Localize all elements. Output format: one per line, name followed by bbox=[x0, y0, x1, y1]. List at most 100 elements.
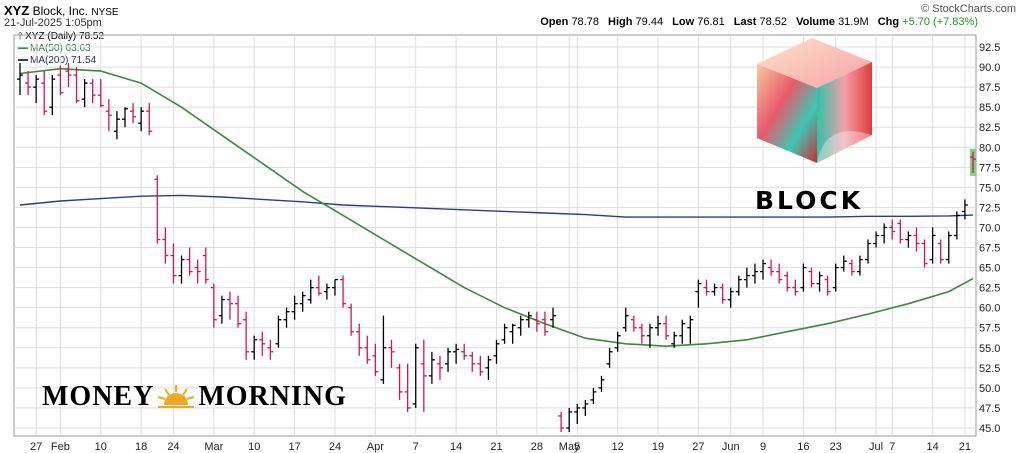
ohlc-bar bbox=[364, 335, 371, 364]
chg-label: Chg bbox=[877, 16, 900, 28]
ohlc-bar bbox=[243, 311, 250, 360]
x-tick-label: 28 bbox=[531, 441, 543, 453]
ohlc-bar bbox=[743, 267, 750, 288]
ohlc-bar bbox=[331, 278, 338, 296]
legend-ma200: MA(200) 71.54 bbox=[18, 55, 104, 67]
ohlc-bar bbox=[412, 343, 419, 408]
ohlc-bar bbox=[121, 107, 128, 128]
ohlc-bar bbox=[784, 271, 791, 292]
y-tick-label: 47.5 bbox=[979, 403, 1000, 415]
ohlc-bar bbox=[873, 231, 880, 248]
ohlc-bar bbox=[404, 363, 411, 412]
ohlc-bar bbox=[687, 315, 694, 344]
ohlc-bar bbox=[517, 315, 524, 336]
y-tick-label: 72.5 bbox=[979, 202, 1000, 214]
ohlc-bar bbox=[388, 339, 395, 368]
x-tick-label: 14 bbox=[926, 441, 938, 453]
ohlc-bars bbox=[17, 63, 976, 432]
ohlc-bar bbox=[226, 291, 233, 320]
ma200-swatch bbox=[18, 59, 28, 62]
y-axis: 45.0 47.5 50.0 52.5 55.0 57.5 60.0 62.5 65.0 67.5… bbox=[979, 42, 1000, 435]
x-tick-label: 21 bbox=[959, 441, 971, 453]
ohlc-bar bbox=[178, 255, 185, 284]
company-name: Block, Inc. bbox=[32, 4, 88, 18]
open-label: Open bbox=[540, 16, 569, 28]
ohlc-bar bbox=[525, 311, 532, 328]
y-tick-label: 67.5 bbox=[979, 243, 1000, 255]
ohlc-bar bbox=[420, 339, 427, 412]
ohlc-bar bbox=[283, 307, 290, 328]
y-tick-label: 57.5 bbox=[979, 323, 1000, 335]
ohlc-bar bbox=[138, 107, 145, 132]
ohlc-bar bbox=[937, 239, 944, 264]
ohlc-bar bbox=[105, 99, 112, 132]
ohlc-bar bbox=[235, 295, 242, 328]
y-tick-label: 85.0 bbox=[979, 102, 1000, 114]
ohlc-bar bbox=[509, 323, 516, 344]
ohlc-bar bbox=[735, 275, 742, 296]
y-tick-label: 80.0 bbox=[979, 142, 1000, 154]
ohlc-bar bbox=[751, 263, 758, 284]
ohlc-bar bbox=[808, 267, 815, 288]
symbol-title: XYZ Block, Inc. NYSE bbox=[4, 3, 119, 18]
ohlc-bar bbox=[307, 279, 314, 304]
ohlc-bar bbox=[501, 323, 508, 344]
ohlc-bar bbox=[945, 231, 952, 264]
ohlc-bar bbox=[768, 259, 775, 276]
ohlc-bar bbox=[614, 331, 621, 352]
ohlc-bar bbox=[17, 63, 23, 96]
ohlc-bar bbox=[73, 67, 80, 104]
ohlc-bar bbox=[655, 315, 662, 336]
ohlc-bar bbox=[428, 351, 435, 384]
ohlc-bar bbox=[582, 399, 589, 416]
ohlc-bar bbox=[340, 275, 347, 308]
ohlc-bar bbox=[776, 263, 783, 284]
low-label: Low bbox=[672, 16, 695, 28]
x-tick-label: 10 bbox=[95, 441, 107, 453]
ohlc-bar bbox=[436, 355, 443, 380]
ohlc-bar bbox=[913, 227, 920, 252]
ohlc-bar bbox=[275, 315, 282, 348]
ohlc-bar bbox=[348, 303, 355, 336]
x-tick-label: 9 bbox=[760, 441, 766, 453]
ohlc-bar bbox=[453, 343, 460, 364]
ohlc-bar bbox=[590, 387, 597, 404]
ohlc-bar bbox=[824, 275, 831, 296]
ohlc-bar bbox=[953, 211, 960, 240]
ohlc-bar bbox=[671, 331, 678, 348]
ohlc-bar bbox=[170, 243, 177, 284]
y-tick-label: 77.5 bbox=[979, 162, 1000, 174]
ma50-swatch bbox=[18, 47, 28, 50]
y-tick-label: 50.0 bbox=[979, 383, 1000, 395]
ohlc-bar bbox=[210, 283, 217, 328]
ohlc-bar bbox=[550, 307, 557, 328]
ohlc-bar bbox=[445, 347, 452, 372]
ohlc-bar bbox=[477, 355, 484, 376]
source-credit[interactable]: © StockCharts.com bbox=[921, 3, 1016, 15]
ohlc-bar bbox=[25, 71, 32, 96]
ohlc-bar bbox=[49, 75, 56, 116]
y-tick-label: 60.0 bbox=[979, 303, 1000, 315]
ohlc-bar bbox=[57, 65, 64, 96]
ohlc-bar bbox=[865, 239, 872, 264]
open-value: 78.78 bbox=[571, 16, 599, 28]
ohlc-bar bbox=[638, 323, 645, 344]
y-tick-label: 90.0 bbox=[979, 62, 1000, 74]
x-tick-label: 17 bbox=[288, 441, 300, 453]
ohlc-bar bbox=[396, 363, 403, 400]
ohlc-bar bbox=[695, 279, 702, 308]
x-tick-label: Apr bbox=[367, 441, 384, 453]
ohlc-bar bbox=[630, 315, 637, 332]
ohlc-bar bbox=[259, 331, 266, 356]
ohlc-bar bbox=[186, 247, 193, 276]
x-tick-label: 12 bbox=[612, 441, 624, 453]
ohlc-icon: ⫯ bbox=[18, 31, 23, 42]
block-logo-cube bbox=[757, 38, 872, 163]
y-tick-label: 92.5 bbox=[979, 42, 1000, 54]
ohlc-bar bbox=[97, 79, 104, 108]
x-tick-label: 24 bbox=[329, 441, 341, 453]
y-tick-label: 65.0 bbox=[979, 263, 1000, 275]
ohlc-bar bbox=[719, 283, 726, 304]
ohlc-bar bbox=[218, 295, 225, 324]
